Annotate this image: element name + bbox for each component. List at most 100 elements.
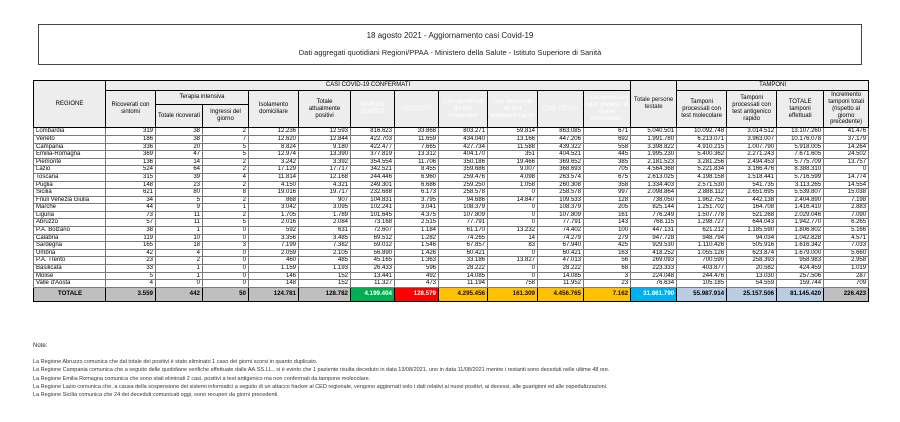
value-cell: 1 bbox=[155, 226, 203, 235]
value-cell: 2.613.025 bbox=[630, 172, 678, 182]
value-cell: 2.494.453 bbox=[726, 157, 778, 167]
value-cell: 258.578 bbox=[537, 188, 584, 197]
value-cell: 623.874 bbox=[726, 248, 778, 258]
value-cell: 351 bbox=[487, 150, 538, 159]
value-cell: 163 bbox=[582, 248, 632, 258]
table-row: P.A. Trento 23 2 0 460 485 45.165 1.363 33.186 13… bbox=[33, 256, 870, 266]
col-header-casi-molecolare: Casi identificati da test molecolare bbox=[438, 89, 488, 129]
value-cell: 7.199 bbox=[248, 241, 299, 250]
value-cell: 64 bbox=[155, 165, 203, 174]
col-header-ricoverati: Ricoverati con sintomi bbox=[105, 89, 156, 129]
value-cell: 424.459 bbox=[776, 264, 825, 273]
value-cell: 259.476 bbox=[438, 172, 488, 182]
value-cell: 1.251.702 bbox=[676, 203, 728, 212]
value-cell: 45.165 bbox=[350, 256, 395, 266]
value-cell: 223.333 bbox=[630, 264, 678, 273]
table-row: Lombardia 319 38 2 12.236 12.593 816.623 33.868… bbox=[33, 127, 870, 136]
value-cell: 2 bbox=[202, 195, 249, 205]
value-cell: 5.918.005 bbox=[776, 142, 825, 152]
value-cell: 18 bbox=[155, 241, 203, 250]
table-row: Umbria 42 4 0 2.059 2.105 56.890 1.426 60.421 0 60… bbox=[33, 248, 870, 258]
value-cell: 1.019 bbox=[823, 264, 870, 273]
value-cell: 143 bbox=[582, 218, 632, 228]
value-cell: 369.652 bbox=[537, 157, 584, 167]
value-cell: 7.382 bbox=[298, 241, 351, 250]
value-cell: 1.991.780 bbox=[630, 134, 678, 144]
table-row: Puglia 148 23 2 4.150 4.321 249.301 6.686 259.25… bbox=[33, 180, 870, 190]
value-cell: 14.085 bbox=[438, 271, 488, 281]
value-cell: 152 bbox=[298, 279, 351, 288]
value-cell: 6.173 bbox=[394, 188, 439, 197]
table-row: Liguria 73 11 2 1.705 1.789 101.645 4.375 107.80… bbox=[33, 210, 870, 220]
value-cell: 3.281.256 bbox=[676, 157, 728, 167]
value-cell: 13.390 bbox=[298, 150, 351, 159]
table-row: Calabria 119 10 0 3.356 3.485 69.512 1.282 74.26… bbox=[33, 233, 870, 243]
value-cell: 19.717 bbox=[298, 188, 351, 197]
value-cell: 69.512 bbox=[350, 233, 395, 243]
table-row: Marche 44 9 1 3.042 3.095 102.241 3.041 108.379 0… bbox=[33, 203, 870, 212]
col-header-ingressi-giorno: Ingressi del giorno bbox=[202, 103, 249, 129]
value-cell: 263.574 bbox=[537, 172, 584, 182]
value-cell: 3.242 bbox=[248, 157, 299, 167]
value-cell: 1.616.342 bbox=[776, 241, 825, 250]
value-cell: 258.393 bbox=[726, 256, 778, 266]
region-name: Puglia bbox=[33, 180, 106, 190]
value-cell: 33 bbox=[105, 264, 156, 273]
value-cell: 119 bbox=[105, 233, 156, 243]
value-cell: 19.466 bbox=[487, 157, 538, 167]
value-cell: 354.554 bbox=[350, 157, 395, 167]
value-cell: 55.987.914 bbox=[676, 286, 728, 302]
col-header-casi-totali: CASI TOTALI bbox=[537, 89, 584, 129]
value-cell: 9.007 bbox=[487, 165, 538, 174]
value-cell: 4.321 bbox=[298, 180, 351, 190]
notes-section: Note: La Regione Abruzzo comunica che da… bbox=[33, 343, 873, 399]
value-cell: 422.477 bbox=[350, 142, 395, 152]
value-cell: 4.456.765 bbox=[537, 286, 584, 302]
value-cell: 47 bbox=[155, 150, 203, 159]
value-cell: 14.554 bbox=[823, 180, 870, 190]
value-cell: 4.571 bbox=[823, 233, 870, 243]
value-cell: 13.232 bbox=[487, 226, 538, 235]
covid-table: REGIONE CASI COVID-19 CONFERMATI Totale … bbox=[33, 79, 870, 302]
value-cell: 10.092.748 bbox=[676, 127, 728, 136]
value-cell: 358 bbox=[582, 180, 632, 190]
value-cell: 54.559 bbox=[726, 279, 778, 288]
value-cell: 108.379 bbox=[537, 203, 584, 212]
value-cell: 1.193 bbox=[298, 264, 351, 273]
value-cell: 56 bbox=[582, 256, 632, 266]
value-cell: 244.476 bbox=[676, 271, 728, 281]
value-cell: 11.814 bbox=[248, 172, 299, 182]
col-header-incremento-casi: Incremento casi totali (rispetto al gior… bbox=[582, 89, 632, 129]
value-cell: 3.095 bbox=[298, 203, 351, 212]
value-cell: 997 bbox=[582, 188, 632, 197]
value-cell: 44 bbox=[105, 203, 156, 212]
value-cell: 9.180 bbox=[298, 142, 351, 152]
value-cell: 161.309 bbox=[487, 286, 538, 302]
value-cell: 336 bbox=[105, 142, 156, 152]
value-cell: 59.012 bbox=[350, 241, 395, 250]
value-cell: 2.029.046 bbox=[776, 210, 825, 220]
value-cell: 1.416.410 bbox=[776, 203, 825, 212]
value-cell: 0 bbox=[487, 264, 538, 273]
value-cell: 621 bbox=[105, 188, 156, 197]
table-row: Emilia-Romagna 369 47 5 12.974 13.390 377.819 1… bbox=[33, 150, 870, 159]
value-cell: 5.775.709 bbox=[776, 157, 825, 167]
value-cell: 816.623 bbox=[350, 127, 395, 136]
value-cell: 3.042 bbox=[248, 203, 299, 212]
region-name: Friuli Venezia Giulia bbox=[33, 195, 106, 205]
value-cell: 442 bbox=[155, 286, 203, 302]
value-cell: 5.400.362 bbox=[676, 150, 728, 159]
value-cell: 2 bbox=[202, 157, 249, 167]
value-cell: 11 bbox=[155, 210, 203, 220]
value-cell: 26.433 bbox=[350, 264, 395, 273]
value-cell: 19.016 bbox=[248, 188, 299, 197]
value-cell: 671 bbox=[582, 127, 632, 136]
value-cell: 152 bbox=[298, 271, 351, 281]
value-cell: 524 bbox=[105, 165, 156, 174]
value-cell: 621.212 bbox=[676, 226, 728, 235]
value-cell: 948.794 bbox=[676, 233, 728, 243]
value-cell: 2 bbox=[202, 165, 249, 174]
value-cell: 38 bbox=[155, 127, 203, 136]
value-cell: 0 bbox=[202, 264, 249, 273]
